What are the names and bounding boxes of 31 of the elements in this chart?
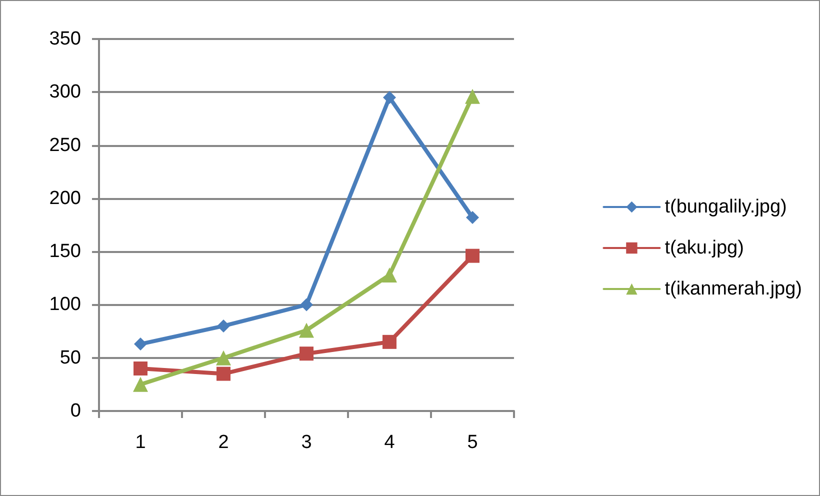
point [133,376,148,392]
legend-label: t(bungalily.jpg) [664,196,787,218]
x-tick-label: 1 [135,432,146,453]
y-tick-label: 150 [49,241,81,262]
point [300,298,313,312]
y-tick-label: 100 [49,294,81,316]
y-tick-label: 350 [49,28,81,50]
point [299,322,314,338]
x-tick-label: 2 [218,432,229,453]
point [466,211,479,224]
point [134,361,148,376]
point [383,90,396,104]
point [216,350,231,366]
point [300,346,314,361]
y-tick-label: 50 [60,347,81,368]
x-tick-label: 4 [384,432,396,453]
y-tick-label: 300 [49,82,81,103]
legend-label: t(aku.jpg) [664,238,744,258]
x-tick-label: 5 [467,432,478,453]
y-tick-label: 0 [70,400,81,422]
y-tick-label: 200 [49,188,81,209]
point [466,248,480,263]
point [217,319,230,332]
point [134,338,147,351]
y-tick-label: 250 [49,134,81,156]
point [216,366,230,381]
x-tick-label: 3 [301,432,312,453]
point [382,334,396,349]
point [382,267,397,282]
legend-label: t(ikanmerah.jpg) [664,278,802,300]
point [465,88,480,104]
